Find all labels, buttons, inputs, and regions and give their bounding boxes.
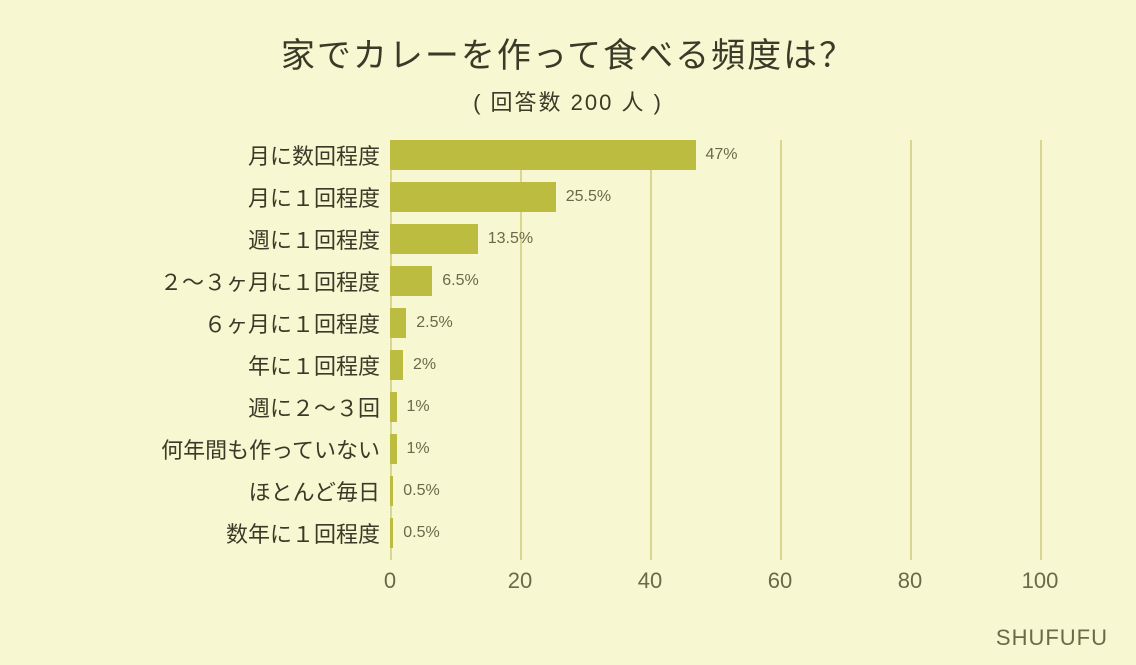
bar: [390, 518, 393, 548]
value-label: 1%: [407, 440, 430, 458]
bar: [390, 140, 696, 170]
chart-area: 020406080100月に数回程度47%月に１回程度25.5%週に１回程度13…: [110, 130, 1070, 600]
bar: [390, 182, 556, 212]
value-label: 2.5%: [416, 314, 452, 332]
bar: [390, 476, 393, 506]
bar-row: 週に２〜３回1%: [390, 392, 1040, 422]
y-axis-label: 何年間も作っていない: [161, 433, 380, 465]
y-axis-label: 月に１回程度: [248, 181, 380, 213]
bar: [390, 350, 403, 380]
y-axis-label: ２〜３ヶ月に１回程度: [160, 265, 380, 297]
bar-row: 数年に１回程度0.5%: [390, 518, 1040, 548]
bar-row: ６ヶ月に１回程度2.5%: [390, 308, 1040, 338]
value-label: 0.5%: [403, 524, 439, 542]
y-axis-label: ほとんど毎日: [249, 475, 380, 507]
y-axis-label: 年に１回程度: [248, 349, 380, 381]
bar: [390, 392, 397, 422]
chart-page: 家でカレーを作って食べる頻度は？ ( 回答数 200 人 ) 0 20 40 60 80…: [0, 0, 1136, 665]
bar-row: 週に１回程度13.5%: [390, 224, 1040, 254]
bar-row: 月に数回程度47%: [390, 140, 1040, 170]
bar-row: 何年間も作っていない1%: [390, 434, 1040, 464]
value-label: 25.5%: [566, 188, 611, 206]
bar: [390, 308, 406, 338]
plot-area: 020406080100月に数回程度47%月に１回程度25.5%週に１回程度13…: [390, 140, 1040, 560]
value-label: 0.5%: [403, 482, 439, 500]
chart-title: 家でカレーを作って食べる頻度は？: [0, 0, 1136, 77]
value-label: 1%: [407, 398, 430, 416]
value-label: 13.5%: [488, 230, 533, 248]
y-axis-label: 週に１回程度: [248, 223, 380, 255]
bar-row: ２〜３ヶ月に１回程度6.5%: [390, 266, 1040, 296]
x-tick-label: 20: [508, 568, 532, 594]
y-axis-label: ６ヶ月に１回程度: [204, 307, 380, 339]
bar: [390, 224, 478, 254]
x-tick-label: 80: [898, 568, 922, 594]
x-tick-label: 100: [1022, 568, 1059, 594]
brand-label: SHUFUFU: [996, 625, 1108, 651]
bar-row: ほとんど毎日0.5%: [390, 476, 1040, 506]
y-axis-label: 数年に１回程度: [226, 517, 380, 549]
gridline: [1040, 140, 1042, 560]
bar: [390, 266, 432, 296]
y-axis-label: 月に数回程度: [248, 139, 380, 171]
x-tick-label: 40: [638, 568, 662, 594]
bar: [390, 434, 397, 464]
bar-row: 月に１回程度25.5%: [390, 182, 1040, 212]
value-label: 2%: [413, 356, 436, 374]
x-tick-label: 0: [384, 568, 396, 594]
chart-subtitle: ( 回答数 200 人 ): [0, 85, 1136, 117]
y-axis-label: 週に２〜３回: [248, 391, 380, 423]
value-label: 6.5%: [442, 272, 478, 290]
bar-row: 年に１回程度2%: [390, 350, 1040, 380]
value-label: 47%: [706, 146, 738, 164]
x-tick-label: 60: [768, 568, 792, 594]
